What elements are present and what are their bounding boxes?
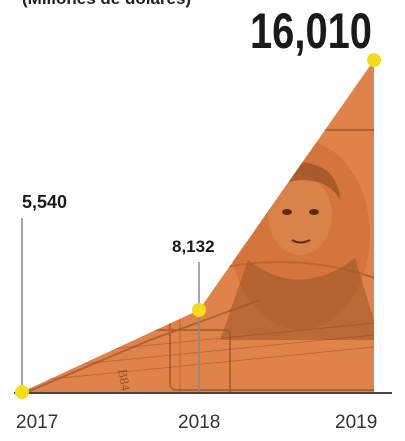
value-label-2018: 8,132 — [172, 237, 215, 256]
svg-text:B84: B84 — [115, 368, 134, 392]
x-tick-2019: 2019 — [335, 412, 377, 433]
x-tick-2018: 2018 — [178, 412, 220, 433]
x-tick-2017: 2017 — [16, 412, 58, 433]
value-label-2017: 5,540 — [22, 192, 67, 212]
data-markers — [15, 53, 381, 399]
value-label-2019: 16,010 — [250, 3, 372, 59]
area-fill-group: B84 — [22, 60, 374, 392]
marker-2019 — [367, 53, 381, 67]
chart-subtitle: (Millones de dólares) — [22, 0, 191, 8]
drop-lines — [21, 218, 200, 392]
marker-2017 — [15, 385, 29, 399]
marker-2018 — [192, 303, 206, 317]
